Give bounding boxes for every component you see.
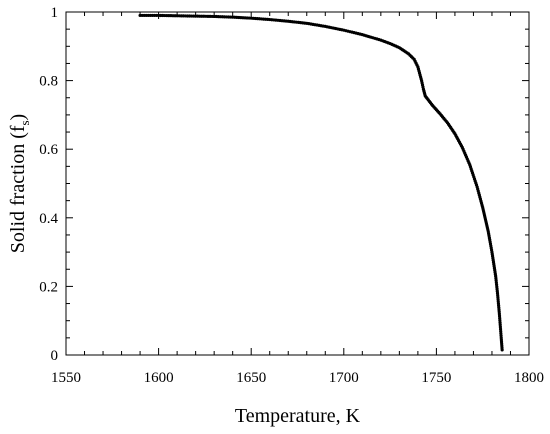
data-points xyxy=(138,13,504,352)
x-tick-label: 1750 xyxy=(421,370,451,386)
axis-tick-labels: 1550 1600 1650 1700 1750 1800 0 0.2 0.4 0.6 0.8 1 xyxy=(39,5,544,386)
y-tick-label: 0.4 xyxy=(39,211,58,227)
axis-ticks xyxy=(65,11,530,356)
x-axis-title: Temperature, K xyxy=(235,405,361,427)
y-tick-label: 0.8 xyxy=(39,74,58,90)
y-tick-label: 0.6 xyxy=(39,142,58,158)
y-axis-title-subscript: s xyxy=(17,120,32,125)
plot-frame xyxy=(65,11,530,356)
x-tick-label: 1700 xyxy=(329,370,359,386)
x-tick-label: 1600 xyxy=(144,370,174,386)
x-tick-label: 1550 xyxy=(51,370,81,386)
x-tick-label: 1800 xyxy=(514,370,544,386)
y-axis-title: Solid fraction (fs) xyxy=(7,114,32,253)
y-axis-title-suffix: ) xyxy=(7,114,29,121)
data-point xyxy=(500,348,504,352)
x-tick-label: 1650 xyxy=(236,370,266,386)
y-tick-label: 1 xyxy=(51,5,59,21)
y-tick-label: 0 xyxy=(51,348,59,364)
y-axis-title-main: Solid fraction (f xyxy=(7,125,29,253)
y-tick-label: 0.2 xyxy=(39,279,58,295)
